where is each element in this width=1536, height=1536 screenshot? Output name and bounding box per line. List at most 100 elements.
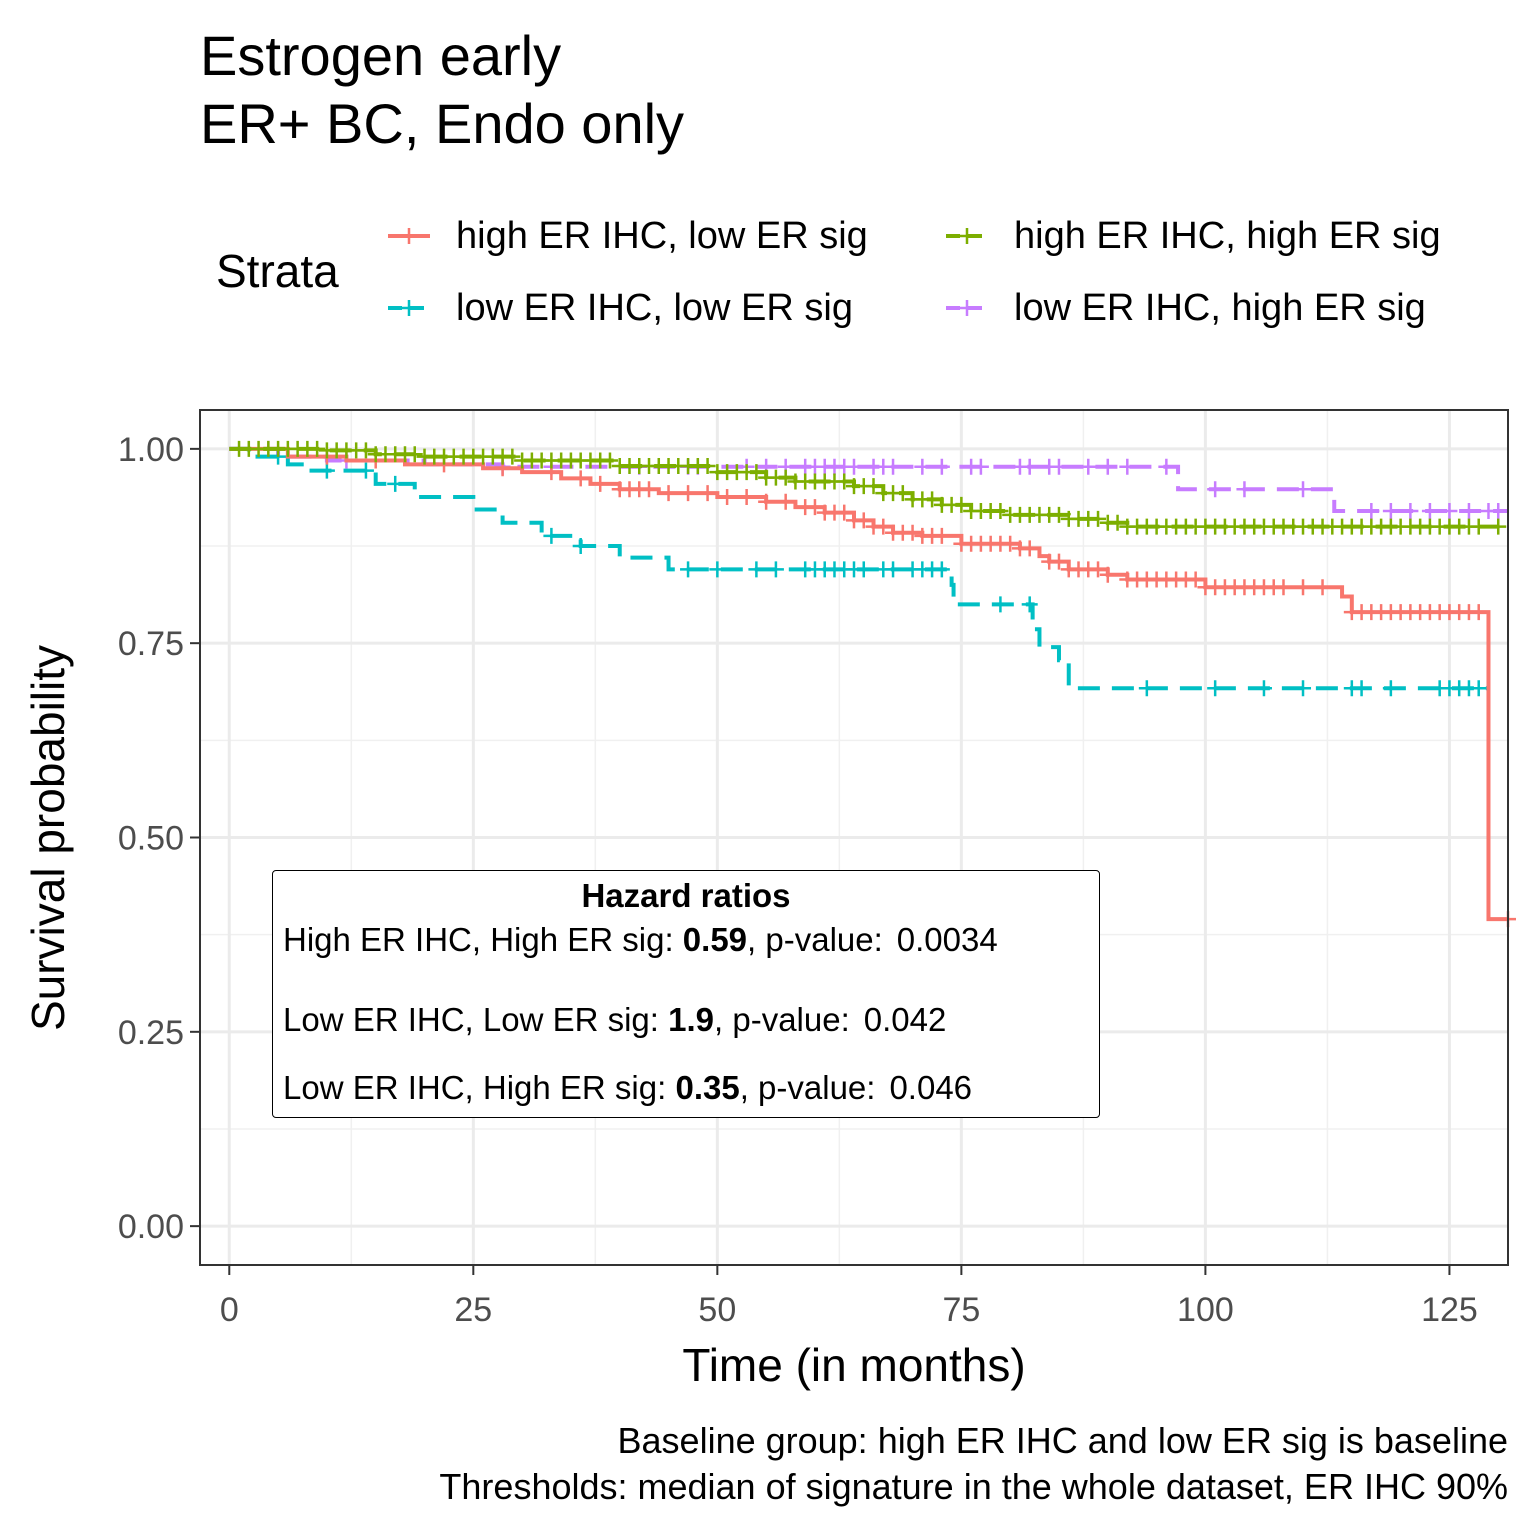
legend-item-low-ihc-low-sig: low ER IHC, low ER sig bbox=[384, 282, 853, 334]
legend-label: high ER IHC, low ER sig bbox=[456, 214, 868, 257]
censor-mark bbox=[767, 561, 784, 578]
censor-mark bbox=[1421, 503, 1438, 520]
legend-label: high ER IHC, high ER sig bbox=[1014, 214, 1441, 257]
censor-mark bbox=[1490, 518, 1507, 535]
censor-mark bbox=[387, 475, 404, 492]
censor-mark bbox=[855, 512, 872, 529]
censor-mark bbox=[1099, 458, 1116, 475]
censor-mark bbox=[1021, 596, 1038, 613]
censor-mark bbox=[1050, 506, 1067, 523]
censor-mark bbox=[1187, 571, 1204, 588]
censor-mark bbox=[1275, 579, 1292, 596]
censor-mark bbox=[572, 470, 589, 487]
censor-mark bbox=[1490, 503, 1507, 520]
censor-mark bbox=[1382, 503, 1399, 520]
censor-mark bbox=[1207, 481, 1224, 498]
censor-mark bbox=[806, 499, 823, 516]
x-tick-label: 75 bbox=[942, 1291, 980, 1329]
censor-mark bbox=[1314, 579, 1331, 596]
censor-mark bbox=[1295, 680, 1312, 697]
censor-mark bbox=[601, 452, 618, 469]
series-3 bbox=[229, 440, 1508, 520]
censor-mark bbox=[1050, 458, 1067, 475]
hazard-p-value: 0.042 bbox=[863, 1001, 947, 1038]
series-0 bbox=[229, 446, 1516, 928]
legend-title: Strata bbox=[216, 245, 339, 297]
censor-mark bbox=[1353, 680, 1370, 697]
censor-mark bbox=[992, 596, 1009, 613]
censor-mark bbox=[924, 491, 941, 508]
censor-mark bbox=[914, 458, 931, 475]
censor-mark bbox=[836, 473, 853, 490]
survival-curve bbox=[229, 446, 1508, 514]
legend-item-low-ihc-high-sig: low ER IHC, high ER sig bbox=[942, 282, 1426, 334]
legend-key-low-ihc-low-sig bbox=[388, 300, 430, 316]
hazard-row-high-high: High ER IHC, High ER sig: 0.59, p-value:… bbox=[283, 921, 998, 959]
censor-mark bbox=[660, 485, 677, 502]
censor-mark bbox=[1158, 458, 1175, 475]
legend-key-low-ihc-high-sig bbox=[946, 300, 988, 316]
censor-mark bbox=[1002, 535, 1019, 552]
y-axis-title: Survival probability bbox=[22, 644, 74, 1032]
hazard-row-low-high: Low ER IHC, High ER sig: 0.35, p-value: 0… bbox=[283, 1069, 972, 1107]
legend-censor-mark bbox=[401, 228, 417, 244]
censor-mark bbox=[933, 527, 950, 544]
y-tick-label: 0.00 bbox=[118, 1208, 184, 1246]
hazard-ratio-box: Hazard ratios High ER IHC, High ER sig: … bbox=[272, 870, 1100, 1118]
censor-mark bbox=[1363, 503, 1380, 520]
series-group bbox=[229, 440, 1516, 928]
censor-mark bbox=[709, 561, 726, 578]
legend-item-high-ihc-high-sig: high ER IHC, high ER sig bbox=[942, 210, 1441, 262]
x-tick-label: 25 bbox=[454, 1291, 492, 1329]
censor-mark bbox=[504, 448, 521, 465]
censor-mark bbox=[680, 561, 697, 578]
legend-censor-mark bbox=[959, 228, 975, 244]
hazard-row-label: Low ER IHC, High ER sig: bbox=[283, 1069, 667, 1106]
legend-key-high-ihc-low-sig bbox=[388, 228, 430, 244]
hazard-row-mid: , p-value: bbox=[739, 1069, 876, 1106]
censor-mark bbox=[885, 561, 902, 578]
censor-mark bbox=[357, 462, 374, 479]
censor-mark bbox=[972, 458, 989, 475]
x-tick-label: 50 bbox=[698, 1291, 736, 1329]
series-2 bbox=[229, 446, 1489, 697]
censor-mark bbox=[992, 503, 1009, 520]
censor-mark bbox=[777, 493, 794, 510]
censor-mark bbox=[357, 442, 374, 459]
censor-mark bbox=[309, 440, 326, 457]
censor-mark bbox=[865, 478, 882, 495]
censor-mark bbox=[1441, 503, 1458, 520]
y-tick-label: 0.25 bbox=[118, 1014, 184, 1052]
censor-mark bbox=[875, 518, 892, 535]
hazard-ratio-value: 1.9 bbox=[668, 1001, 715, 1038]
hazard-p-value: 0.0034 bbox=[896, 921, 998, 958]
censor-mark bbox=[1109, 514, 1126, 531]
y-axis: 0.00 0.25 0.50 0.75 1.00 bbox=[118, 431, 200, 1246]
censor-mark bbox=[1090, 510, 1107, 527]
censor-mark bbox=[641, 481, 658, 498]
censor-mark bbox=[836, 504, 853, 521]
censor-mark bbox=[933, 561, 950, 578]
censor-mark bbox=[719, 489, 736, 506]
censor-mark bbox=[904, 524, 921, 541]
x-axis-title: Time (in months) bbox=[682, 1339, 1026, 1391]
caption-baseline: Baseline group: high ER IHC and low ER s… bbox=[617, 1420, 1508, 1461]
series-1 bbox=[229, 440, 1508, 535]
hazard-ratio-value: 0.35 bbox=[675, 1069, 740, 1106]
censor-mark bbox=[894, 485, 911, 502]
hazard-row-label: Low ER IHC, Low ER sig: bbox=[283, 1001, 659, 1038]
x-tick-label: 0 bbox=[220, 1291, 239, 1329]
censor-mark bbox=[1470, 518, 1487, 535]
censor-mark bbox=[318, 462, 335, 479]
censor-mark bbox=[1119, 458, 1136, 475]
hazard-row-label: High ER IHC, High ER sig: bbox=[283, 921, 674, 958]
y-tick-label: 0.50 bbox=[118, 820, 184, 858]
censor-mark bbox=[933, 458, 950, 475]
y-tick-label: 0.75 bbox=[118, 625, 184, 663]
censor-mark bbox=[699, 457, 716, 474]
hazard-ratio-value: 0.59 bbox=[682, 921, 748, 958]
censor-mark bbox=[885, 458, 902, 475]
censor-mark bbox=[592, 475, 609, 492]
censor-mark bbox=[1295, 579, 1312, 596]
